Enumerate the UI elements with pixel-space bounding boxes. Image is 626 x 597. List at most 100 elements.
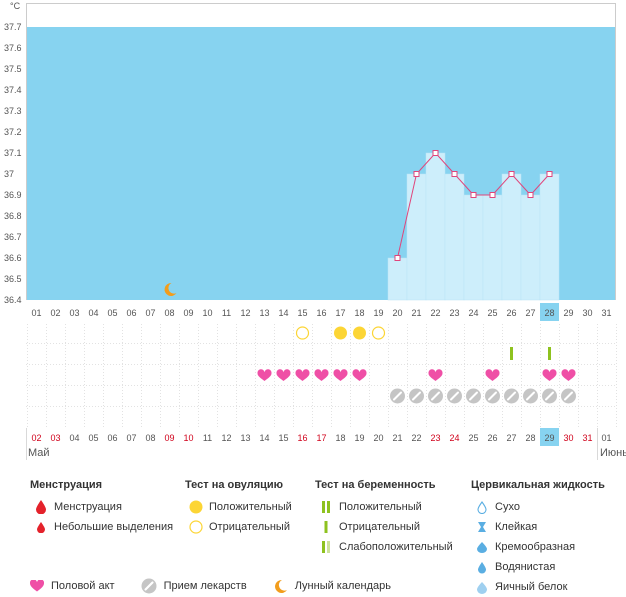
date-label: 30 xyxy=(563,433,573,443)
date-label: 31 xyxy=(582,433,592,443)
date-label: 15 xyxy=(278,433,288,443)
legend-item-creamy: Кремообразная xyxy=(471,537,605,557)
heart-icon xyxy=(333,369,348,381)
y-tick-label: 37.3 xyxy=(4,106,22,116)
x-tick-label: 01 xyxy=(31,308,41,318)
x-tick-highlight xyxy=(540,303,559,321)
pill-stripe xyxy=(393,391,402,401)
x-tick-label: 21 xyxy=(411,308,421,318)
legend-cervical: Цервикальная жидкость Сухо Клейкая Кремо… xyxy=(471,479,605,597)
temp-column-23 xyxy=(444,173,465,301)
filled-circle-icon xyxy=(189,500,203,514)
x-tick-label: 17 xyxy=(335,308,345,318)
y-tick-label: 36.5 xyxy=(4,274,22,284)
date-highlight xyxy=(540,428,559,446)
legend-label-creamy: Кремообразная xyxy=(495,541,576,553)
y-tick-label: 37.2 xyxy=(4,127,22,137)
single-bar-icon xyxy=(324,521,328,533)
legend-label-intercourse: Половой акт xyxy=(51,580,115,592)
temp-column-26 xyxy=(501,173,522,301)
watery-drop-icon xyxy=(478,561,486,573)
x-tick-label: 24 xyxy=(468,308,478,318)
pill-stripe xyxy=(469,391,478,401)
y-unit-label: °C xyxy=(10,1,21,11)
x-tick-label: 16 xyxy=(316,308,326,318)
legend-label-menstruation: Менструация xyxy=(54,501,122,513)
month-label-may: Май xyxy=(28,447,50,459)
temperature-line xyxy=(394,150,553,261)
temp-point-26 xyxy=(508,171,515,177)
legend-pregnancy-title: Тест на беременность xyxy=(315,479,436,491)
date-label: 23 xyxy=(430,433,440,443)
heart-icon xyxy=(276,369,291,381)
date-label: 17 xyxy=(316,433,326,443)
heart-icon xyxy=(295,369,310,381)
temp-point-28 xyxy=(546,171,553,177)
temp-column-20 xyxy=(387,257,408,301)
y-tick-label: 37.7 xyxy=(4,22,22,32)
marker-grid xyxy=(26,324,617,428)
legend-item-spotting: Небольшие выделения xyxy=(30,517,173,537)
heart-icon xyxy=(485,369,500,381)
x-tick-label: 18 xyxy=(354,308,364,318)
pill-icon xyxy=(141,578,157,594)
date-label: 14 xyxy=(259,433,269,443)
x-tick-label: 08 xyxy=(164,308,174,318)
legend-label-ovulation-positive: Положительный xyxy=(209,501,292,513)
legend-label-pregnancy-negative: Отрицательный xyxy=(339,521,420,533)
month-label-june: Июнь xyxy=(600,447,626,459)
legend-label-pregnancy-weak: Слабоположительный xyxy=(339,541,453,553)
date-label: 27 xyxy=(506,433,516,443)
temp-column-24 xyxy=(463,194,484,301)
y-tick-label: 37.5 xyxy=(4,64,22,74)
marker-icons xyxy=(164,282,576,404)
temp-point-25 xyxy=(489,192,496,198)
x-tick-label: 25 xyxy=(487,308,497,318)
heart-icon xyxy=(352,369,367,381)
pill-stripe xyxy=(412,391,421,401)
legend-label-ovulation-negative: Отрицательный xyxy=(209,521,290,533)
legend-item-pregnancy-weak: Слабоположительный xyxy=(315,537,453,557)
date-label: 10 xyxy=(183,433,193,443)
date-label: 08 xyxy=(145,433,155,443)
date-label: 03 xyxy=(50,433,60,443)
legend-item-dry: Сухо xyxy=(471,497,605,517)
x-tick-label: 23 xyxy=(449,308,459,318)
x-tick-label: 29 xyxy=(563,308,573,318)
y-tick-label: 37.6 xyxy=(4,43,22,53)
date-label: 28 xyxy=(525,433,535,443)
date-label: 20 xyxy=(373,433,383,443)
temp-point-20 xyxy=(394,255,401,261)
date-label: 25 xyxy=(468,433,478,443)
y-tick-label: 36.4 xyxy=(4,295,22,305)
temp-point-23 xyxy=(451,171,458,177)
y-tick-label: 36.7 xyxy=(4,232,22,242)
pregnancy-negative-icon xyxy=(548,347,551,360)
pill-stripe xyxy=(545,391,554,401)
temp-point-24 xyxy=(470,192,477,198)
legend-label-sticky: Клейкая xyxy=(495,521,538,533)
x-tick-label: 06 xyxy=(126,308,136,318)
legend-item-sticky: Клейкая xyxy=(471,517,605,537)
temperature-columns xyxy=(387,152,560,301)
y-axis: 36.4 36.5 36.6 36.7 36.8 36.9 37 37.1 37.2 37.3 37… xyxy=(4,22,22,305)
date-label: 05 xyxy=(88,433,98,443)
sticky-icon xyxy=(478,522,486,532)
date-label: 12 xyxy=(221,433,231,443)
legend-ovulation-title: Тест на овуляцию xyxy=(185,479,284,491)
x-tick-label: 09 xyxy=(183,308,193,318)
small-drop-icon xyxy=(37,521,45,533)
creamy-drop-icon xyxy=(477,542,487,553)
x-tick-label: 12 xyxy=(240,308,250,318)
legend-menstruation: Менструация Менструация Небольшие выделе… xyxy=(30,479,173,537)
x-tick-label: 30 xyxy=(582,308,592,318)
heart-icon xyxy=(30,580,44,592)
dry-drop-icon xyxy=(477,500,487,514)
ovulation-positive-icon xyxy=(334,326,347,340)
date-label: 11 xyxy=(203,433,212,443)
heart-icon xyxy=(428,369,443,381)
temp-point-22 xyxy=(432,150,439,156)
ovulation-negative-icon xyxy=(295,326,310,340)
heart-icon xyxy=(257,369,272,381)
temp-point-27 xyxy=(527,192,534,198)
